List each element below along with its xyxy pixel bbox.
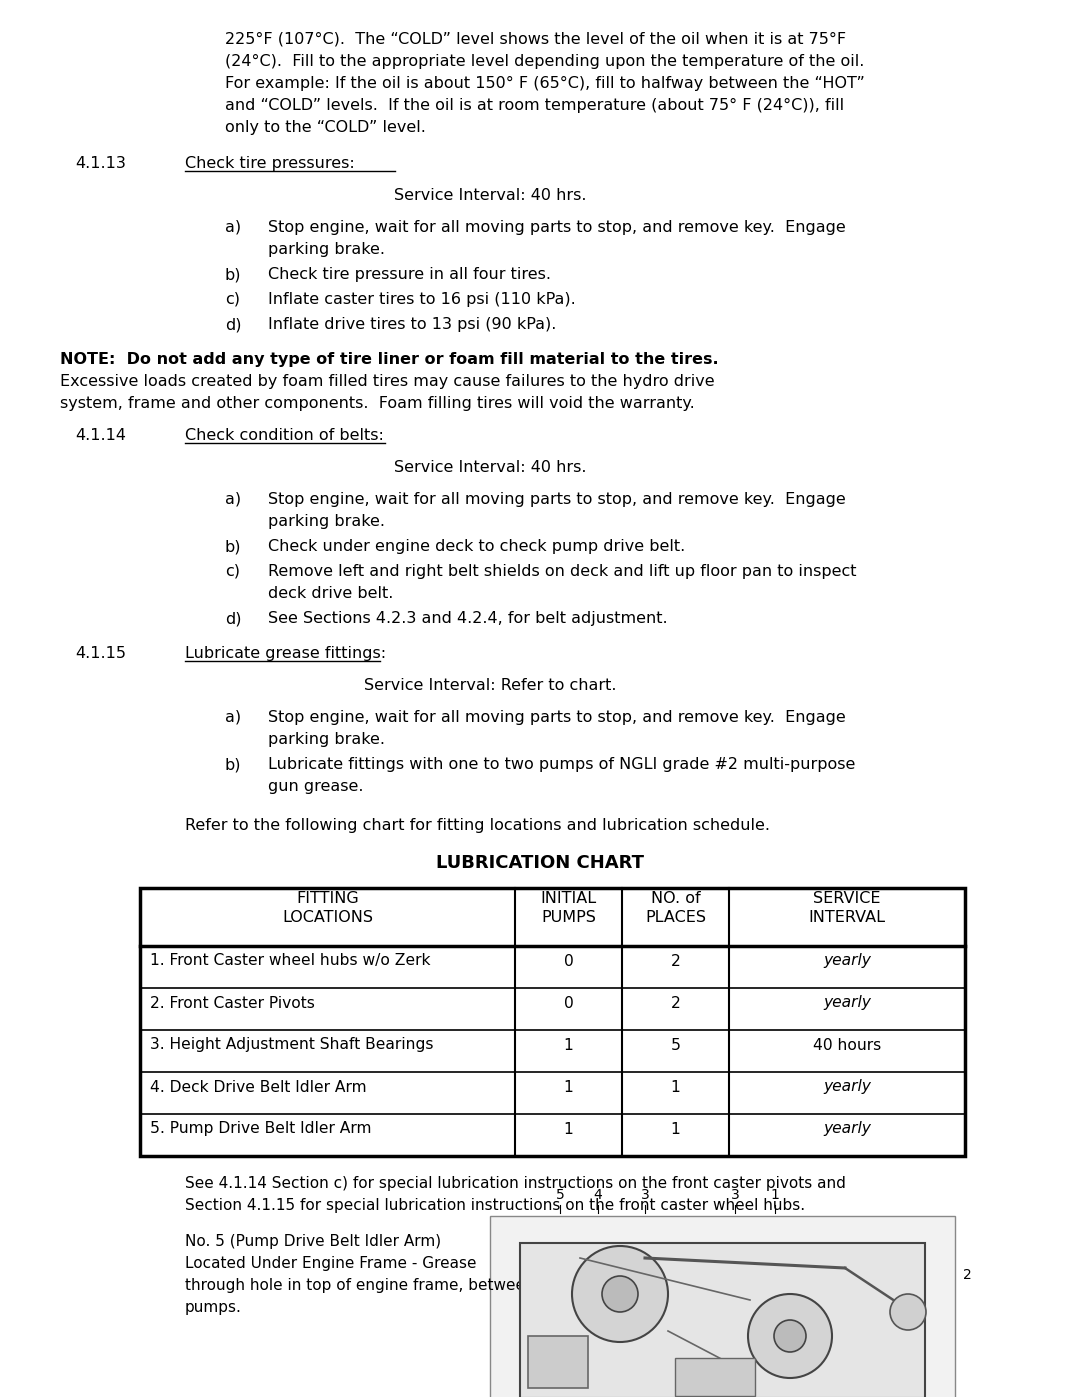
Text: 1. Front Caster wheel hubs w/o Zerk: 1. Front Caster wheel hubs w/o Zerk [150,954,431,968]
Text: yearly: yearly [823,954,870,968]
Text: SERVICE
INTERVAL: SERVICE INTERVAL [809,891,886,925]
Text: Remove left and right belt shields on deck and lift up floor pan to inspect: Remove left and right belt shields on de… [268,564,856,578]
Text: 4. Deck Drive Belt Idler Arm: 4. Deck Drive Belt Idler Arm [150,1080,366,1094]
Text: 5. Pump Drive Belt Idler Arm: 5. Pump Drive Belt Idler Arm [150,1122,372,1137]
Text: a): a) [225,492,241,507]
Text: Refer to the following chart for fitting locations and lubrication schedule.: Refer to the following chart for fitting… [185,819,770,833]
Text: Service Interval: 40 hrs.: Service Interval: 40 hrs. [394,189,586,203]
Text: parking brake.: parking brake. [268,242,384,257]
Text: 1: 1 [671,1122,680,1137]
Text: Check under engine deck to check pump drive belt.: Check under engine deck to check pump dr… [268,539,685,555]
Text: Inflate caster tires to 16 psi (110 kPa).: Inflate caster tires to 16 psi (110 kPa)… [268,292,576,307]
Text: yearly: yearly [823,996,870,1010]
Text: NOTE:  Do not add any type of tire liner or foam fill material to the tires.: NOTE: Do not add any type of tire liner … [60,352,718,367]
Text: 2: 2 [671,996,680,1010]
Text: Stop engine, wait for all moving parts to stop, and remove key.  Engage: Stop engine, wait for all moving parts t… [268,219,846,235]
Circle shape [602,1275,638,1312]
Text: (24°C).  Fill to the appropriate level depending upon the temperature of the oil: (24°C). Fill to the appropriate level de… [225,54,864,68]
Bar [490,1215,955,1397]
Text: 26: 26 [530,1361,550,1375]
Text: 2: 2 [963,1268,972,1282]
Text: Lubricate fittings with one to two pumps of NGLI grade #2 multi-purpose: Lubricate fittings with one to two pumps… [268,757,855,773]
Circle shape [748,1294,832,1377]
Text: NO. of
PLACES: NO. of PLACES [645,891,706,925]
Text: c): c) [225,564,240,578]
Text: 1: 1 [564,1122,573,1137]
Text: Service Interval: 40 hrs.: Service Interval: 40 hrs. [394,460,586,475]
Text: 2: 2 [671,954,680,968]
Text: Section 4.1.15 for special lubrication instructions on the front caster wheel hu: Section 4.1.15 for special lubrication i… [185,1199,805,1213]
Text: Inflate drive tires to 13 psi (90 kPa).: Inflate drive tires to 13 psi (90 kPa). [268,317,556,332]
Bar [675,1358,755,1396]
Text: Check tire pressure in all four tires.: Check tire pressure in all four tires. [268,267,551,282]
Text: Service Interval: Refer to chart.: Service Interval: Refer to chart. [364,678,617,693]
Text: 0: 0 [564,996,573,1010]
Text: FITTING
LOCATIONS: FITTING LOCATIONS [282,891,373,925]
Text: INITIAL
PUMPS: INITIAL PUMPS [540,891,596,925]
Bar [519,1243,924,1397]
Text: 4.1.15: 4.1.15 [75,645,126,661]
Text: through hole in top of engine frame, between: through hole in top of engine frame, bet… [185,1278,535,1294]
Text: 2. Front Caster Pivots: 2. Front Caster Pivots [150,996,315,1010]
Text: pumps.: pumps. [185,1301,242,1315]
Text: deck drive belt.: deck drive belt. [268,585,393,601]
Circle shape [890,1294,926,1330]
Text: Excessive loads created by foam filled tires may cause failures to the hydro dri: Excessive loads created by foam filled t… [60,374,715,388]
Text: 1: 1 [564,1038,573,1052]
Text: only to the “COLD” level.: only to the “COLD” level. [225,120,426,136]
Text: Check tire pressures:: Check tire pressures: [185,156,354,170]
Text: 0: 0 [564,954,573,968]
Text: Lubricate grease fittings:: Lubricate grease fittings: [185,645,387,661]
Text: See Sections 4.2.3 and 4.2.4, for belt adjustment.: See Sections 4.2.3 and 4.2.4, for belt a… [268,610,667,626]
Text: b): b) [225,267,242,282]
Text: gun grease.: gun grease. [268,780,364,793]
Text: No. 5 (Pump Drive Belt Idler Arm): No. 5 (Pump Drive Belt Idler Arm) [185,1234,441,1249]
Text: Located Under Engine Frame - Grease: Located Under Engine Frame - Grease [185,1256,476,1271]
Text: parking brake.: parking brake. [268,514,384,529]
Text: 4: 4 [594,1187,603,1201]
Text: Check condition of belts:: Check condition of belts: [185,427,383,443]
Text: 1: 1 [671,1080,680,1094]
Text: 5: 5 [555,1187,565,1201]
Bar [528,1336,588,1389]
Text: Stop engine, wait for all moving parts to stop, and remove key.  Engage: Stop engine, wait for all moving parts t… [268,492,846,507]
Text: See 4.1.14 Section c) for special lubrication instructions on the front caster p: See 4.1.14 Section c) for special lubric… [185,1176,846,1192]
Text: For example: If the oil is about 150° F (65°C), fill to halfway between the “HOT: For example: If the oil is about 150° F … [225,75,865,91]
Text: 4.1.14: 4.1.14 [75,427,126,443]
Text: Stop engine, wait for all moving parts to stop, and remove key.  Engage: Stop engine, wait for all moving parts t… [268,710,846,725]
Text: 1: 1 [770,1187,780,1201]
Text: 1: 1 [564,1080,573,1094]
Text: d): d) [225,317,242,332]
Text: 40 hours: 40 hours [813,1038,881,1052]
Text: 3: 3 [731,1187,740,1201]
Text: 5: 5 [671,1038,680,1052]
Text: b): b) [225,757,242,773]
Text: 3. Height Adjustment Shaft Bearings: 3. Height Adjustment Shaft Bearings [150,1038,433,1052]
Text: yearly: yearly [823,1122,870,1137]
Text: LUBRICATION CHART: LUBRICATION CHART [436,854,644,872]
Text: 4.1.13: 4.1.13 [75,156,126,170]
Text: system, frame and other components.  Foam filling tires will void the warranty.: system, frame and other components. Foam… [60,395,694,411]
Text: a): a) [225,710,241,725]
Bar [140,888,966,1155]
Text: yearly: yearly [823,1080,870,1094]
Text: parking brake.: parking brake. [268,732,384,747]
Text: and “COLD” levels.  If the oil is at room temperature (about 75° F (24°C)), fill: and “COLD” levels. If the oil is at room… [225,98,845,113]
Circle shape [572,1246,669,1343]
Text: d): d) [225,610,242,626]
Circle shape [774,1320,806,1352]
Text: b): b) [225,539,242,555]
Text: 3: 3 [640,1187,649,1201]
Text: a): a) [225,219,241,235]
Text: 225°F (107°C).  The “COLD” level shows the level of the oil when it is at 75°F: 225°F (107°C). The “COLD” level shows th… [225,32,846,47]
Text: c): c) [225,292,240,307]
